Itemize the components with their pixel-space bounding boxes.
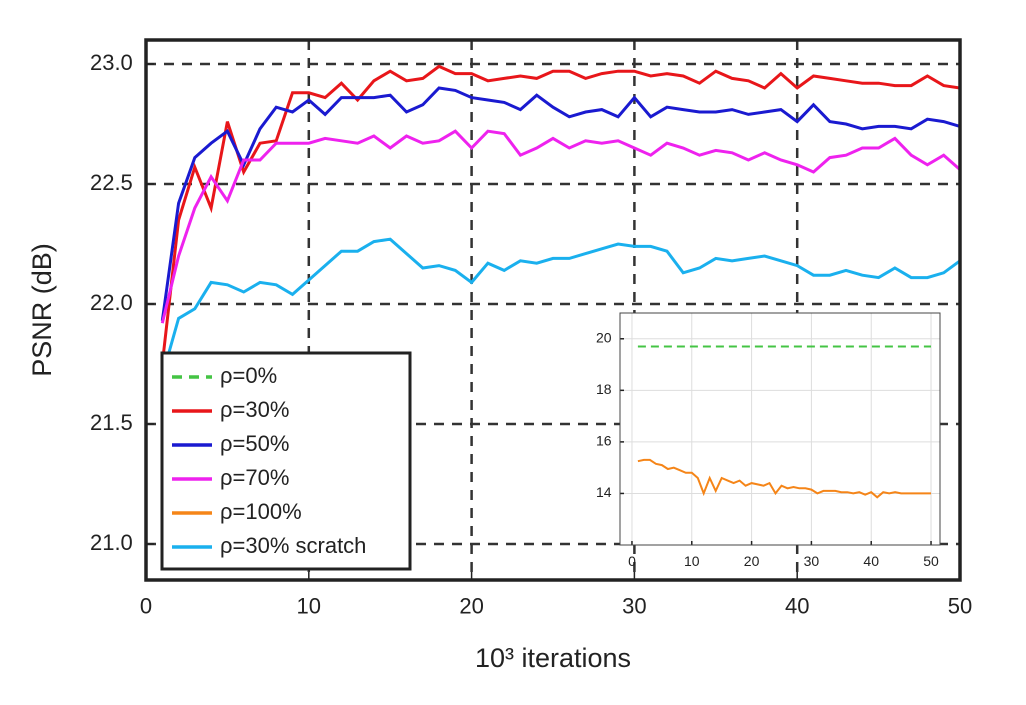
line-series	[160, 237, 960, 377]
series-group	[160, 64, 960, 377]
x-tick-label: 20	[744, 553, 760, 569]
y-tick-label: 18	[596, 381, 612, 397]
x-tick-label: 20	[459, 593, 483, 618]
grid	[620, 313, 940, 545]
legend-label: ρ=30% scratch	[220, 533, 366, 558]
legend-label: ρ=0%	[220, 363, 277, 388]
y-tick-label: 21.0	[90, 530, 133, 555]
x-tick-label: 40	[785, 593, 809, 618]
x-tick-label: 10	[297, 593, 321, 618]
legend-box	[160, 351, 412, 571]
line-series	[160, 129, 960, 324]
x-tick-label: 50	[948, 593, 972, 618]
plot-frame	[144, 38, 962, 582]
line-series	[160, 86, 960, 322]
legend-label: ρ=50%	[220, 431, 289, 456]
y-tick-label: 21.5	[90, 410, 133, 435]
line-series	[637, 458, 931, 499]
y-tick-label: 16	[596, 433, 612, 449]
y-tick-label: 23.0	[90, 50, 133, 75]
legend-label: ρ=100%	[220, 499, 302, 524]
y-tick-label: 22.0	[90, 290, 133, 315]
x-tick-label: 10	[684, 553, 700, 569]
y-tick-label: 22.5	[90, 170, 133, 195]
y-tick-label: 14	[596, 484, 612, 500]
x-tick-label: 30	[804, 553, 820, 569]
legend: ρ=0% ρ=30% ρ=50% ρ=70% ρ=100% ρ=30% scratch	[160, 351, 412, 571]
legend-label: ρ=70%	[220, 465, 289, 490]
x-tick-label: 30	[622, 593, 646, 618]
x-tick-label: 0	[628, 553, 636, 569]
x-tick-label: 40	[863, 553, 879, 569]
x-axis-label: 10³ iterations	[475, 643, 631, 673]
y-tick-label: 20	[596, 329, 612, 345]
line-series	[160, 64, 960, 365]
series-group	[637, 345, 931, 499]
y-axis-label: PSNR (dB)	[27, 243, 57, 377]
legend-label: ρ=30%	[220, 397, 289, 422]
plot-frame	[619, 312, 941, 546]
plot-area	[620, 313, 940, 545]
x-tick-label: 50	[923, 553, 939, 569]
x-tick-label: 0	[140, 593, 152, 618]
